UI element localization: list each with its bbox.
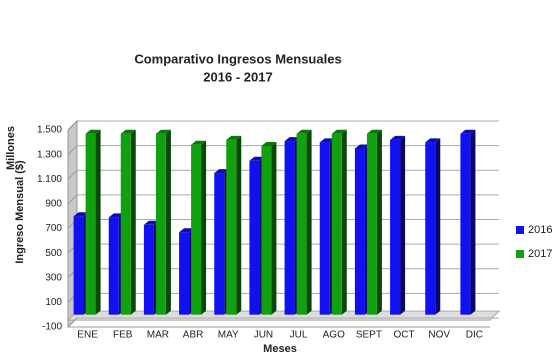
bar-side	[400, 135, 406, 315]
bar	[155, 133, 166, 315]
y-tick-label: 1.500	[37, 125, 62, 136]
legend-label: 2016	[528, 224, 552, 236]
x-tick-label: JUN	[254, 330, 273, 341]
bar-top	[425, 138, 441, 143]
y-tick-label: 500	[45, 248, 62, 259]
legend-swatch	[516, 250, 524, 258]
legend-label: 2017	[528, 248, 552, 260]
y-tick-label: 700	[45, 223, 62, 234]
x-tick-label: ENE	[77, 330, 98, 341]
bar	[73, 216, 84, 315]
y-tick-label: -100	[42, 322, 62, 333]
x-tick-label: AGO	[323, 330, 345, 341]
legend-swatch	[516, 226, 524, 234]
bar-top	[226, 135, 242, 140]
bar	[120, 133, 131, 315]
bar	[319, 142, 330, 315]
bar	[425, 142, 436, 315]
bar-top	[179, 228, 195, 233]
bar-top	[261, 142, 277, 147]
bar-side	[376, 129, 382, 315]
bar-side	[470, 129, 476, 315]
bar-top	[319, 138, 335, 143]
bar-top	[85, 129, 101, 134]
tick-mark	[67, 317, 78, 328]
bar-top	[460, 129, 476, 134]
bar-top	[284, 137, 300, 142]
bar-top	[296, 129, 312, 134]
y-tick-label: 1.300	[37, 149, 62, 160]
bar-side	[201, 140, 207, 315]
bar	[179, 232, 190, 315]
x-axis-title: Meses	[263, 343, 297, 355]
bar	[108, 217, 119, 315]
bar	[366, 133, 377, 315]
y-tick-label: 1.100	[37, 174, 62, 185]
chart-subtitle: 2016 - 2017	[203, 69, 272, 84]
bar	[249, 160, 260, 315]
bar	[354, 148, 365, 315]
bar-side	[341, 129, 347, 315]
y-tick-label: 900	[45, 199, 62, 210]
bar-top	[73, 212, 89, 217]
x-tick-label: NOV	[428, 330, 450, 341]
x-tick-label: JUL	[290, 330, 308, 341]
bar	[191, 144, 202, 315]
bar	[296, 133, 307, 315]
bar-top	[331, 129, 347, 134]
bar-side	[306, 129, 312, 315]
x-tick-label: SEPT	[356, 330, 382, 341]
x-tick-label: MAY	[218, 330, 239, 341]
x-tick-label: OCT	[394, 330, 415, 341]
bar-top	[354, 144, 370, 149]
y-unit-label: Millones	[5, 126, 17, 170]
bar	[460, 133, 471, 315]
y-axis-title: Ingreso Mensual ($)	[14, 160, 26, 264]
chart-title: Comparativo Ingresos Mensuales	[134, 51, 341, 66]
bar	[85, 133, 96, 315]
bar-top	[108, 213, 124, 218]
y-tick-label: 100	[45, 297, 62, 308]
x-tick-label: ABR	[183, 330, 204, 341]
bar-side	[435, 138, 441, 315]
tick-mark	[67, 169, 78, 180]
y-tick-label: 300	[45, 272, 62, 283]
bar-top	[366, 129, 382, 134]
bar-top	[249, 156, 265, 161]
bar-side	[95, 129, 101, 315]
bar-top	[191, 140, 207, 145]
bar	[261, 146, 272, 315]
bar	[331, 133, 342, 315]
bar	[226, 139, 237, 315]
tick-mark	[67, 194, 78, 205]
bar	[284, 141, 295, 315]
x-tick-label: FEB	[113, 330, 133, 341]
bar-top	[143, 220, 159, 225]
bar-top	[120, 129, 136, 134]
bar-top	[214, 169, 230, 174]
bar-top	[155, 129, 171, 134]
bar-top	[390, 135, 406, 140]
x-tick-label: DIC	[466, 330, 483, 341]
x-tick-label: MAR	[147, 330, 169, 341]
tick-mark	[67, 145, 78, 155]
bar-side	[271, 142, 277, 315]
bar-side	[130, 129, 136, 315]
bar-side	[236, 135, 242, 315]
bar	[214, 173, 225, 315]
bar-side	[165, 129, 171, 315]
bar	[390, 139, 401, 315]
bar	[143, 224, 154, 315]
tick-mark	[67, 120, 78, 131]
